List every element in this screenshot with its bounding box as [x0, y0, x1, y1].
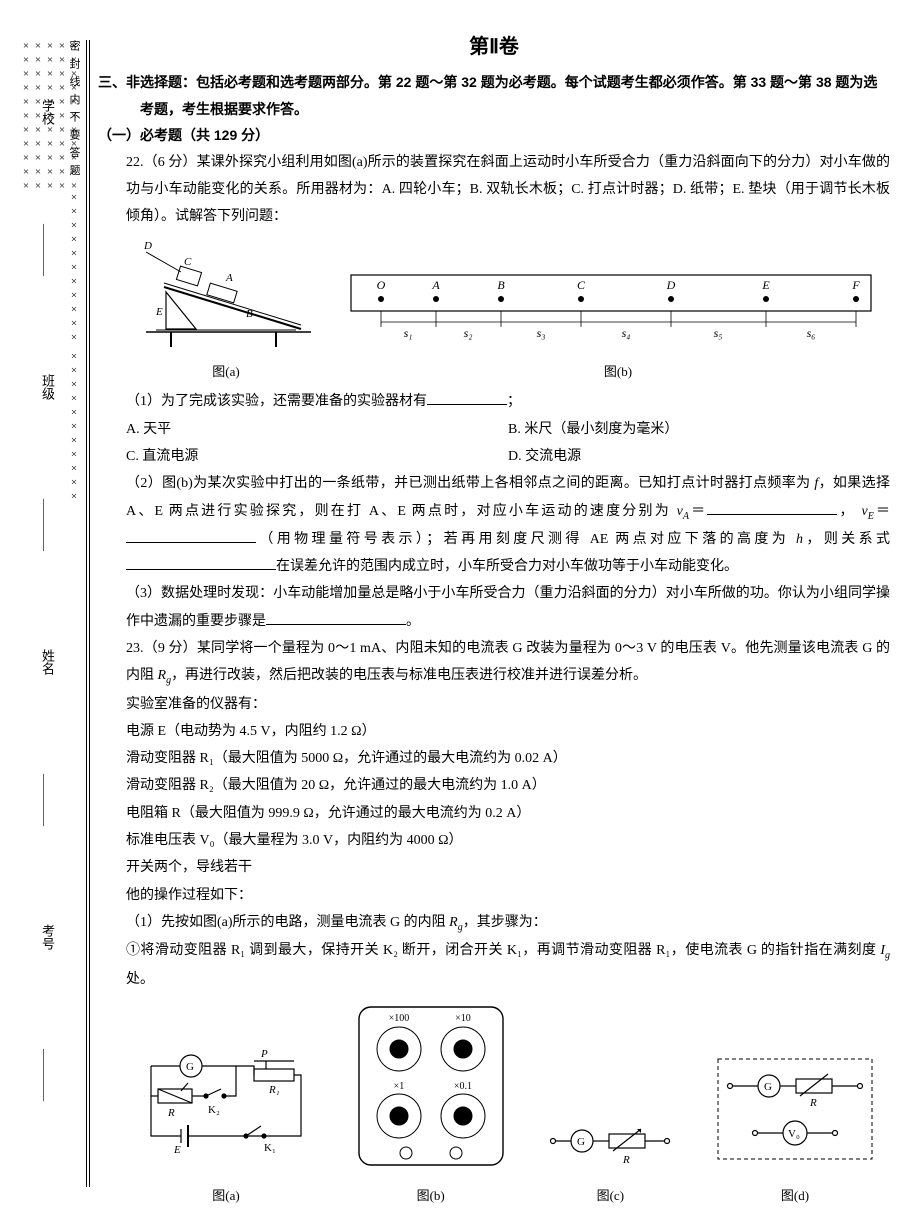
label-class: 班级: [38, 374, 57, 400]
svg-text:K₁: K₁: [264, 1142, 276, 1154]
q23-lab-intro: 实验室准备的仪器有：: [126, 691, 890, 718]
q23-figures: G R R₁ P K₂ K₁ E 图(a) ×100 ×10 ×1: [126, 1001, 890, 1209]
svg-text:E: E: [173, 1144, 181, 1156]
svg-text:s₃: s₃: [537, 326, 546, 340]
svg-text:s₄: s₄: [622, 326, 631, 340]
svg-text:R: R: [809, 1097, 817, 1109]
svg-text:G: G: [186, 1061, 194, 1073]
svg-text:O: O: [377, 278, 386, 292]
q23-proc-intro: 他的操作过程如下：: [126, 882, 890, 909]
question-22: 22.（6 分）某课外探究小组利用如图(a)所示的装置探究在斜面上运动时小车所受…: [98, 149, 890, 635]
q22-blank-va[interactable]: [707, 501, 837, 515]
q22-fig-b-caption: 图(b): [346, 359, 890, 384]
q23-figure-c: G R 图(c): [545, 1111, 675, 1209]
svg-text:A: A: [225, 272, 233, 284]
q22-p1: （1）为了完成该实验，还需要准备的实验器材有: [126, 394, 427, 409]
q23-item-5: 开关两个，导线若干: [126, 854, 890, 881]
section-3-heading: 三、非选择题：包括必考题和选考题两部分。第 22 题～第 32 题为必考题。每个…: [98, 69, 890, 122]
svg-text:B: B: [497, 278, 505, 292]
double-rule: [86, 40, 90, 1187]
q22-figure-a: D C A B E 图(a): [126, 237, 326, 385]
label-school: 学校: [38, 99, 57, 125]
svg-text:C: C: [184, 256, 192, 268]
q23-item-2: 滑动变阻器 R₂（最大阻值为 20 Ω，允许通过的最大电流约为 1.0 A）: [126, 772, 890, 799]
q22-blank-step[interactable]: [266, 611, 406, 625]
q22-fig-a-caption: 图(a): [126, 359, 326, 384]
svg-text:B: B: [246, 308, 253, 320]
q22-stem: 某课外探究小组利用如图(a)所示的装置探究在斜面上运动时小车所受合力（重力沿斜面…: [126, 155, 890, 225]
svg-text:s₂: s₂: [464, 326, 473, 340]
svg-text:P: P: [260, 1048, 268, 1060]
svg-text:s₆: s₆: [807, 326, 816, 340]
q23-figure-b: ×100 ×10 ×1 ×0.1 图(b): [351, 1001, 511, 1209]
svg-text:D: D: [143, 240, 152, 252]
q22-options: A. 天平 B. 米尺（最小刻度为毫米） C. 直流电源 D. 交流电源: [126, 416, 890, 471]
q23-item-0: 电源 E（电动势为 4.5 V，内阻约 1.2 Ω）: [126, 718, 890, 745]
q22-blank-ve[interactable]: [126, 529, 256, 543]
label-exam-no: 考号: [38, 924, 57, 950]
svg-text:s₁: s₁: [404, 326, 413, 340]
page-title: 第Ⅱ卷: [98, 30, 890, 59]
svg-text:×100: ×100: [388, 1013, 409, 1024]
question-23: 23.（9 分）某同学将一个量程为 0～1 mA、内阻未知的电流表 G 改装为量…: [98, 635, 890, 1209]
q23-item-1: 滑动变阻器 R₁（最大阻值为 5000 Ω，允许通过的最大电流约为 0.02 A…: [126, 745, 890, 772]
q22-blank-1[interactable]: [427, 391, 507, 405]
q23-number: 23.: [126, 641, 144, 656]
svg-text:C: C: [577, 278, 586, 292]
q23-figure-a: G R R₁ P K₂ K₁ E 图(a): [136, 1041, 316, 1209]
svg-text:E: E: [761, 278, 770, 292]
q23-figure-d: G R V₀ 图(d): [710, 1051, 880, 1209]
student-info-labels: 学校 ________ 班级 ________ 姓名 ________ 考号 _…: [38, 50, 57, 1150]
q22-blank-relation[interactable]: [126, 556, 276, 570]
svg-text:A: A: [431, 278, 440, 292]
q22-opt-b[interactable]: B. 米尺（最小刻度为毫米）: [508, 416, 890, 443]
part1-heading: （一）必考题（共 129 分）: [98, 122, 890, 149]
binding-margin: ××××××××××× ××××××××××× ××××××××××× ××××…: [0, 0, 90, 1227]
q23-points: （9 分）: [144, 641, 197, 656]
q22-points: （6 分）: [144, 155, 197, 170]
svg-text:s₅: s₅: [714, 326, 723, 340]
q22-opt-c[interactable]: C. 直流电源: [126, 443, 508, 470]
svg-text:E: E: [155, 306, 163, 318]
page-content: 第Ⅱ卷 三、非选择题：包括必考题和选考题两部分。第 22 题～第 32 题为必考…: [90, 0, 920, 1227]
svg-text:K₂: K₂: [208, 1104, 220, 1116]
svg-text:R: R: [167, 1107, 175, 1119]
q23-item-4: 标准电压表 V₀（最大量程为 3.0 V，内阻约为 4000 Ω）: [126, 827, 890, 854]
x-marks-right: 密 封 线 内 不 要 答 题 ××××××××××× ×××××××××××: [66, 40, 82, 504]
svg-text:G: G: [577, 1136, 585, 1148]
q23-item-3: 电阻箱 R（最大阻值为 999.9 Ω，允许通过的最大电流约为 0.2 A）: [126, 800, 890, 827]
label-name: 姓名: [38, 649, 57, 675]
q22-number: 22.: [126, 155, 144, 170]
q22-figures: D C A B E 图(a) O A B C D: [126, 237, 890, 385]
q22-opt-d[interactable]: D. 交流电源: [508, 443, 890, 470]
svg-text:×10: ×10: [455, 1013, 471, 1024]
svg-text:G: G: [764, 1081, 772, 1093]
svg-text:×0.1: ×0.1: [454, 1081, 472, 1092]
svg-text:×1: ×1: [393, 1081, 404, 1092]
svg-text:F: F: [851, 278, 860, 292]
tape-strip-svg: O A B C D E F: [346, 267, 876, 347]
q22-opt-a[interactable]: A. 天平: [126, 416, 508, 443]
svg-text:R: R: [622, 1154, 630, 1166]
svg-text:D: D: [666, 278, 676, 292]
q22-figure-b: O A B C D E F: [346, 267, 890, 385]
incline-apparatus-svg: D C A B E: [126, 237, 326, 347]
svg-text:V₀: V₀: [788, 1128, 800, 1140]
svg-text:R₁: R₁: [268, 1084, 280, 1096]
